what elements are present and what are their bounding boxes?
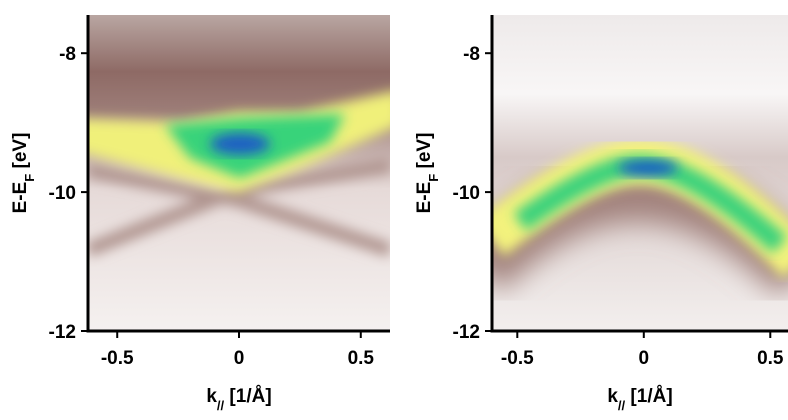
x-axis-label: k// [1/Å] [607,386,672,413]
x-axis-label-part: // [618,398,626,413]
y-axis-label-part: [eV] [414,133,435,174]
y-tick-label: -8 [463,44,480,65]
y-tick-label: -10 [453,183,480,204]
x-axis-label-part: [1/Å] [224,386,272,407]
y-tick-label: -12 [49,322,76,343]
y-axis-label: E-EF [eV] [10,133,37,214]
x-axis-label-part: // [217,398,225,413]
y-axis-label: E-EF [eV] [414,133,441,214]
x-tick-label: -0.5 [501,348,534,369]
x-axis-label-part: [1/Å] [625,386,673,407]
x-tick-label: 0 [639,348,650,369]
y-axis-label-part: F [22,174,37,182]
x-tick-label: 0.5 [757,348,784,369]
x-axis-label-part: k [607,386,618,407]
y-axis-label-part: E-E [10,182,31,214]
y-tick-label: -12 [453,322,480,343]
y-axis-label-part: [eV] [10,133,31,174]
y-axis-label-part: E-E [414,182,435,214]
x-tick-label: 0 [234,348,245,369]
x-tick-label: -0.5 [101,348,134,369]
panel-image [492,15,788,331]
x-axis-label-part: k [206,386,217,407]
x-axis-label: k// [1/Å] [206,386,271,413]
y-tick-label: -10 [49,183,76,204]
x-tick-label: 0.5 [348,348,375,369]
y-tick-label: -8 [59,44,76,65]
panel-image [88,15,390,331]
y-axis-label-part: F [426,174,441,182]
